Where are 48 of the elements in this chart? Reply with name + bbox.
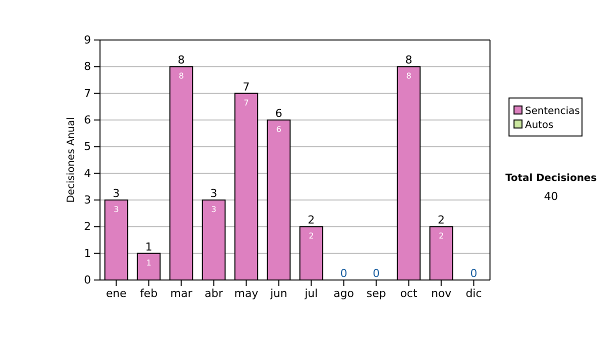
data-label: 1 <box>146 258 152 268</box>
y-axis-title: Decisiones Anual <box>66 117 77 203</box>
x-tick-label: ago <box>334 286 354 300</box>
total-label: 0 <box>372 267 380 280</box>
text: 40 <box>544 190 558 203</box>
data-label: 3 <box>211 205 216 214</box>
x-tick-label: dic <box>466 286 482 300</box>
total-label: 3 <box>112 187 120 200</box>
y-tick-label: 9 <box>84 34 91 47</box>
x-tick-label: feb <box>140 286 158 300</box>
legend-label: Autos <box>525 120 554 131</box>
total-label: 8 <box>178 54 185 67</box>
data-label: 2 <box>438 232 444 241</box>
total-label: 8 <box>405 54 412 67</box>
x-tick-label: ene <box>106 286 127 300</box>
y-tick-label: 2 <box>84 220 91 234</box>
y-tick-label: 7 <box>84 86 91 100</box>
x-tick-label: abr <box>204 286 224 300</box>
x-tick-label: oct <box>400 286 418 300</box>
total-label: 1 <box>145 240 152 254</box>
text: Total Decisiones <box>505 173 597 184</box>
total-label: 3 <box>210 187 218 200</box>
y-tick-label: 8 <box>84 60 91 74</box>
total-label: 2 <box>308 214 315 227</box>
y-tick-label: 1 <box>84 246 91 260</box>
total-label: 6 <box>275 107 282 120</box>
total-label: 7 <box>242 80 250 94</box>
legend-label: Sentencias <box>525 106 580 117</box>
x-tick-label: jun <box>269 286 288 300</box>
y-tick-label: 0 <box>84 274 91 287</box>
y-tick-label: 4 <box>84 166 91 180</box>
data-label: 3 <box>114 205 119 214</box>
x-tick-label: may <box>234 286 259 300</box>
total-label: 0 <box>470 267 478 280</box>
total-label: 0 <box>340 267 348 280</box>
data-label: 7 <box>244 98 249 108</box>
y-tick-label: 5 <box>84 140 91 154</box>
x-tick-label: nov <box>431 286 452 300</box>
data-label: 2 <box>308 232 314 241</box>
data-label: 8 <box>406 72 412 81</box>
total-label: 2 <box>438 214 445 227</box>
x-tick-label: jul <box>304 286 318 300</box>
x-tick-label: sep <box>366 286 386 300</box>
x-tick-label: mar <box>170 286 193 300</box>
data-label: 6 <box>276 125 282 134</box>
y-tick-label: 6 <box>84 114 91 127</box>
data-label: 8 <box>178 72 184 81</box>
y-tick-label: 3 <box>84 194 91 207</box>
